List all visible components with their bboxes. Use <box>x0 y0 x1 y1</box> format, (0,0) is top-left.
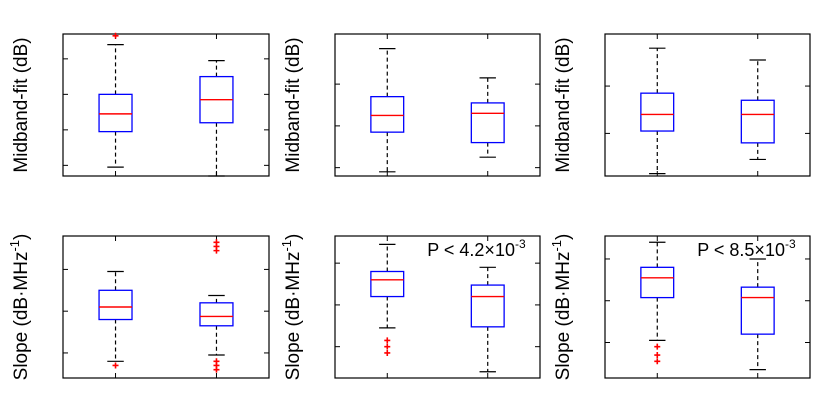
box-NA <box>370 243 405 356</box>
box-iqr <box>199 302 234 327</box>
axes-frame <box>334 235 541 379</box>
box-NA <box>640 47 675 175</box>
p-value-text: P < 8.5×10 <box>697 240 785 260</box>
outlier-point <box>384 343 391 350</box>
outlier-point <box>654 343 661 350</box>
outlier-point <box>654 352 661 359</box>
outlier-point <box>112 32 119 39</box>
y-axis-label-main: Slope (dB·MHz <box>283 252 304 381</box>
box-iqr <box>470 102 505 144</box>
y-axis-label-sup: -1 <box>279 240 294 252</box>
chart-panel-6: Slope (dB·MHz-1) P < 8.5×10-3 <box>549 234 811 381</box>
outlier-point <box>112 362 119 369</box>
box-iqr <box>98 93 133 133</box>
p-value-exponent: -3 <box>785 237 796 251</box>
box-NA <box>640 241 675 365</box>
y-axis-label: Slope (dB·MHz-1) <box>7 234 32 381</box>
box-NA <box>98 32 133 168</box>
box-iqr <box>640 92 675 132</box>
y-axis-label: Slope (dB·MHz-1) <box>549 234 574 381</box>
y-axis-label-tail: ) <box>553 234 574 240</box>
p-value-text: P < 4.2×10 <box>427 240 515 260</box>
chart-panel-5: Slope (dB·MHz-1) P < 4.2×10-3 <box>279 234 541 381</box>
chart-panel-1: Midband-fit (dB) <box>11 32 270 177</box>
box-iqr <box>740 99 775 144</box>
outlier-point <box>384 349 391 356</box>
box-A <box>470 266 505 373</box>
y-axis-label-tail: ) <box>11 234 32 240</box>
box-A <box>199 239 234 373</box>
box-A <box>470 77 505 158</box>
chart-panel-2: Midband-fit (dB) <box>283 33 541 177</box>
axes-frame <box>62 235 270 379</box>
y-axis-label: Midband-fit (dB) <box>553 37 574 172</box>
axes-frame <box>604 33 811 177</box>
y-axis-label: Midband-fit (dB) <box>283 37 304 172</box>
outlier-point <box>654 358 661 365</box>
box-A <box>199 60 234 177</box>
p-value-exponent: -3 <box>515 237 526 251</box>
outlier-point <box>384 337 391 344</box>
box-iqr <box>740 286 775 335</box>
y-axis-label-tail: ) <box>283 234 304 240</box>
box-iqr <box>370 270 405 298</box>
box-A <box>740 59 775 161</box>
box-NA <box>98 270 133 369</box>
box-A <box>740 258 775 371</box>
box-iqr <box>370 95 405 133</box>
p-value-annotation: P < 8.5×10-3 <box>697 237 796 260</box>
box-iqr <box>640 266 675 299</box>
outlier-point <box>213 366 220 373</box>
chart-panel-3: Midband-fit (dB) <box>553 33 811 177</box>
y-axis-label: Slope (dB·MHz-1) <box>279 234 304 381</box>
box-NA <box>370 48 405 173</box>
y-axis-label-sup: -1 <box>7 240 22 252</box>
y-axis-label-main: Slope (dB·MHz <box>553 252 574 381</box>
axes-frame <box>62 33 270 177</box>
y-axis-label-main: Slope (dB·MHz <box>11 252 32 381</box>
p-value-annotation: P < 4.2×10-3 <box>427 237 526 260</box>
chart-panel-4: Slope (dB·MHz-1) <box>7 234 270 381</box>
box-iqr <box>98 289 133 321</box>
axes-frame <box>604 235 811 379</box>
y-axis-label: Midband-fit (dB) <box>11 37 32 172</box>
y-axis-label-sup: -1 <box>549 240 564 252</box>
box-iqr <box>470 284 505 328</box>
axes-frame <box>334 33 541 177</box>
outlier-point <box>213 247 220 254</box>
